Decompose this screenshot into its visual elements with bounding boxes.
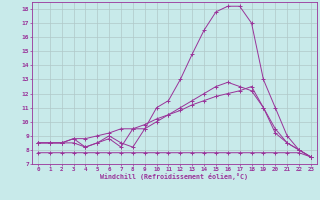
X-axis label: Windchill (Refroidissement éolien,°C): Windchill (Refroidissement éolien,°C) <box>100 173 248 180</box>
